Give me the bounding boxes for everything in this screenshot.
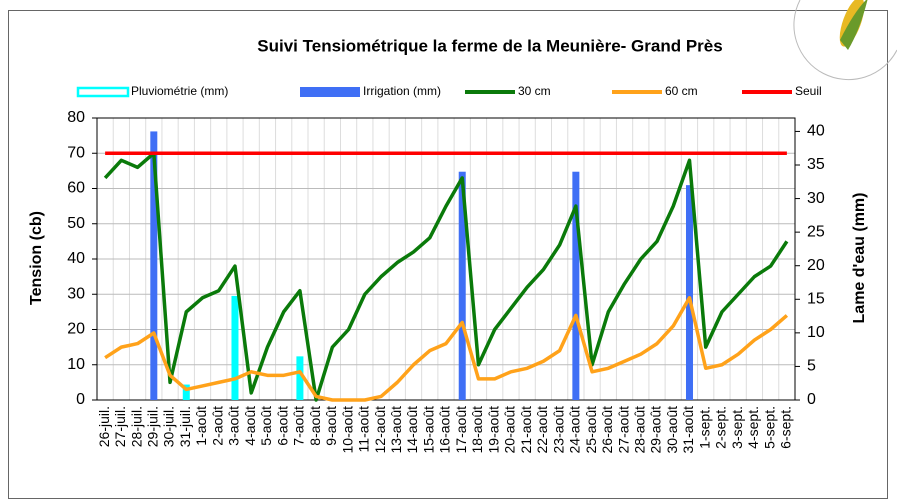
x-tick-label: 3-sept.: [729, 406, 745, 449]
y2-tick-label: 20: [807, 257, 825, 274]
x-tick-label: 21-août: [518, 406, 534, 454]
y-tick-label: 10: [67, 356, 85, 373]
bar: [150, 131, 158, 400]
x-tick-label: 15-août: [420, 406, 436, 454]
x-tick-label: 14-août: [404, 406, 420, 454]
x-tick-label: 5-août: [258, 406, 274, 446]
line-series: [104, 296, 789, 402]
chart-title: Suivi Tensiométrique la ferme de la Meun…: [257, 36, 722, 55]
y2-tick-label: 15: [807, 291, 825, 308]
y2-tick-label: 30: [807, 190, 825, 207]
x-tick-label: 24-août: [567, 406, 583, 454]
x-tick-label: 29-juil.: [145, 406, 161, 447]
legend-label: Pluviométrie (mm): [131, 84, 228, 98]
y2-tick-label: 25: [807, 223, 825, 240]
x-tick-label: 26-août: [599, 406, 615, 454]
x-tick-label: 22-août: [534, 406, 550, 454]
y2-tick-label: 0: [807, 391, 816, 408]
x-tick-label: 1-août: [193, 406, 209, 446]
bar: [182, 384, 190, 400]
x-tick-label: 4-août: [242, 406, 258, 446]
legend-swatch: [76, 86, 130, 98]
x-tick-label: 1-sept.: [696, 406, 712, 449]
y-tick-label: 60: [67, 180, 85, 197]
y2-tick-label: 40: [807, 123, 825, 140]
x-tick-label: 19-août: [485, 406, 501, 454]
legend-swatch: [300, 87, 360, 97]
line-series: [103, 151, 789, 402]
x-tick-label: 13-août: [388, 406, 404, 454]
x-tick-label: 17-août: [453, 406, 469, 454]
y-tick-label: 0: [76, 391, 85, 408]
y-tick-label: 20: [67, 321, 85, 338]
y2-tick-label: 35: [807, 156, 825, 173]
plot-frame: [96, 117, 796, 401]
x-tick-label: 3-août: [226, 406, 242, 446]
logo: [793, 0, 897, 81]
x-tick-label: 4-sept.: [745, 406, 761, 449]
bar: [685, 185, 693, 400]
y-tick-label: 50: [67, 215, 85, 232]
legend-label: 30 cm: [518, 84, 551, 98]
x-tick-label: 16-août: [437, 406, 453, 454]
bar: [572, 171, 580, 400]
x-tick-label: 31-août: [680, 406, 696, 454]
legend-label: Seuil: [795, 84, 822, 98]
x-tick-label: 20-août: [502, 406, 518, 454]
x-tick-label: 25-août: [583, 406, 599, 454]
x-tick-label: 12-août: [372, 406, 388, 454]
x-tick-label: 31-juil.: [177, 406, 193, 447]
x-tick-label: 6-sept.: [778, 406, 794, 449]
y2-tick-label: 5: [807, 358, 816, 375]
bar: [458, 171, 466, 400]
y2-tick-label: 10: [807, 324, 825, 341]
x-tick-label: 23-août: [550, 406, 566, 454]
x-tick-label: 2-sept.: [713, 406, 729, 449]
y-tick-label: 30: [67, 285, 85, 302]
x-tick-label: 28-août: [631, 406, 647, 454]
x-tick-label: 30-juil.: [161, 406, 177, 447]
chart-frame: [8, 10, 888, 499]
y-axis-title: Tension (cb): [28, 211, 45, 305]
y2-axis-title: Lame d'eau (mm): [851, 193, 868, 324]
x-tick-label: 8-août: [307, 406, 323, 446]
x-tick-label: 7-août: [291, 406, 307, 446]
x-tick-label: 26-juil.: [96, 406, 112, 447]
bar: [296, 356, 304, 400]
y-tick-label: 80: [67, 109, 85, 126]
x-tick-label: 10-août: [339, 406, 355, 454]
x-tick-label: 27-août: [615, 406, 631, 454]
x-tick-label: 11-août: [356, 406, 372, 453]
x-tick-label: 28-juil.: [128, 406, 144, 447]
x-tick-label: 6-août: [274, 406, 290, 446]
y-tick-label: 70: [67, 144, 85, 161]
bar: [231, 295, 239, 400]
x-tick-label: 2-août: [209, 406, 225, 446]
y-tick-label: 40: [67, 250, 85, 267]
x-tick-label: 30-août: [664, 406, 680, 454]
x-tick-label: 5-sept.: [761, 406, 777, 449]
legend-label: 60 cm: [665, 84, 698, 98]
legend-label: Irrigation (mm): [363, 84, 441, 98]
x-tick-label: 27-juil.: [112, 406, 128, 447]
x-tick-label: 18-août: [469, 406, 485, 454]
x-tick-label: 29-août: [648, 406, 664, 454]
x-tick-label: 9-août: [323, 406, 339, 446]
